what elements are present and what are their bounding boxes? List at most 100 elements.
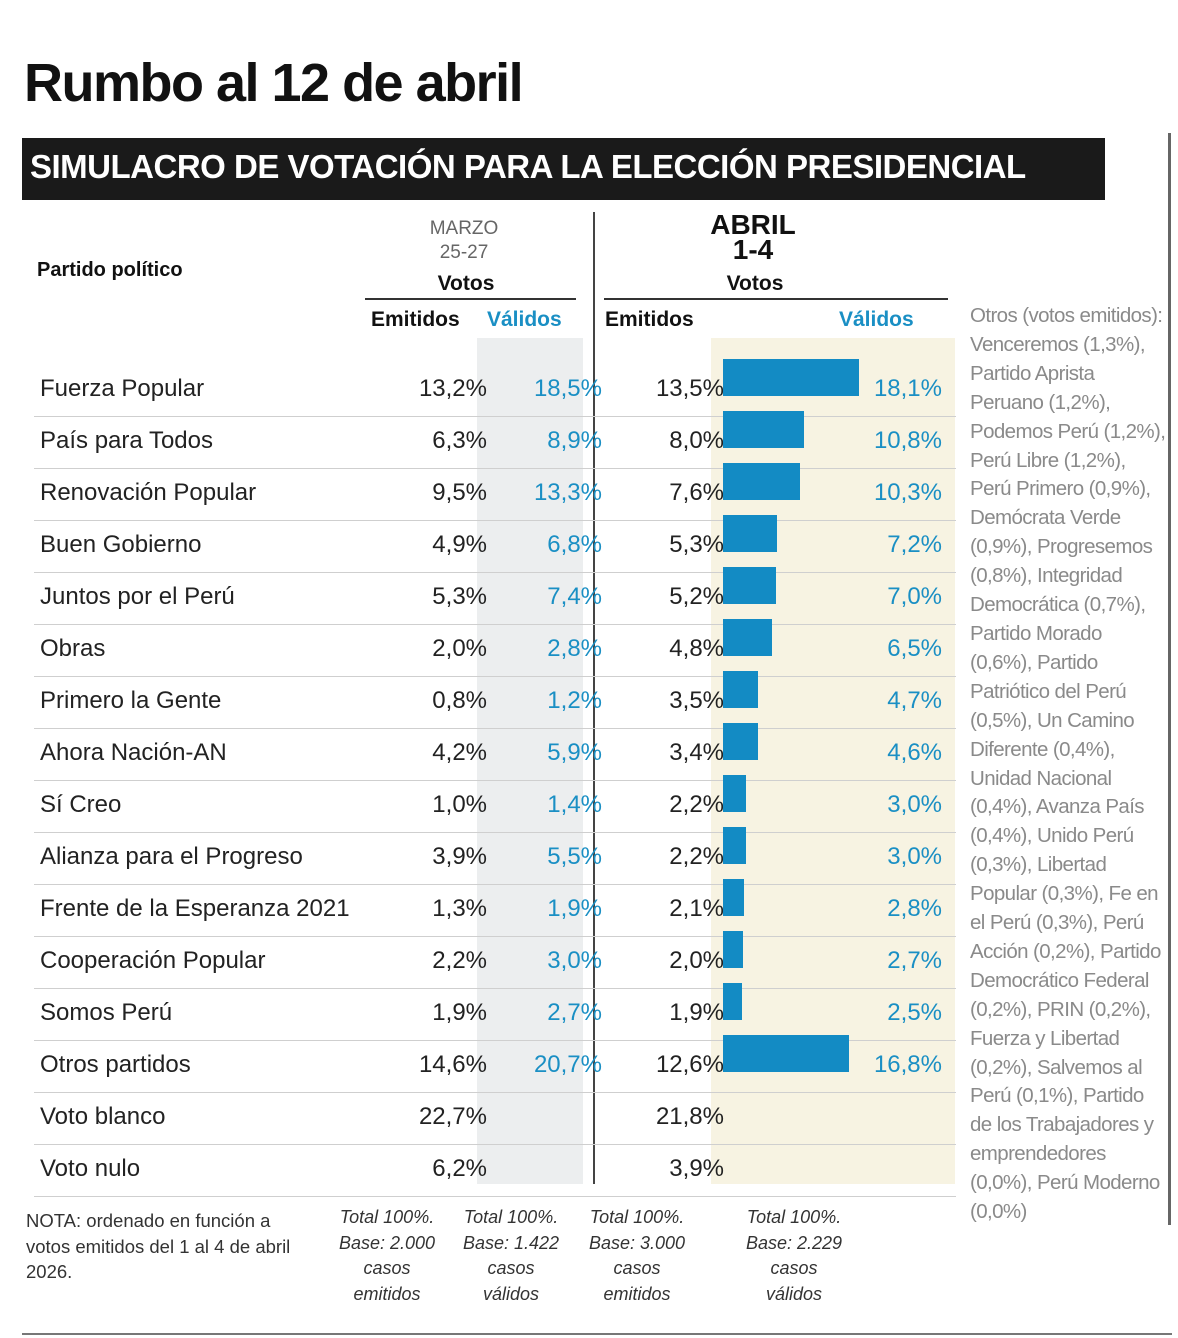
footnote-line: Total 100%. — [339, 1207, 435, 1227]
party-name: Buen Gobierno — [40, 531, 202, 558]
footnote-line: Base: 2.229 — [745, 1232, 843, 1253]
footnote-line: emitidos — [603, 1283, 671, 1304]
abril-validos-bar — [723, 879, 744, 916]
abril-votos-header: Votos — [726, 272, 784, 295]
marzo-validos-value: 2,8% — [547, 635, 602, 662]
marzo-validos-value: 1,4% — [547, 791, 602, 818]
footnote-line: Total 100%. — [463, 1207, 559, 1227]
base-footnote: Total 100%. Base: 2.229 casos válidos — [729, 1205, 859, 1307]
abril-emitidos-value: 2,1% — [669, 895, 724, 922]
others-note: Otros (votos emitidos): Venceremos (1,3%… — [970, 304, 1166, 1224]
marzo-month: MARZO — [429, 218, 499, 239]
abril-validos-value: 7,0% — [887, 583, 942, 610]
abril-emitidos-value: 12,6% — [655, 1051, 724, 1078]
table-row: Renovación Popular 9,5% 13,3% 7,6% 10,3% — [34, 463, 956, 521]
marzo-emitidos-value: 14,6% — [418, 1051, 487, 1078]
marzo-emitidos-value: 5,3% — [432, 583, 487, 610]
footnote-line: casos — [770, 1258, 818, 1278]
party-name: País para Todos — [40, 427, 214, 454]
marzo-emitidos-value: 1,3% — [432, 895, 487, 922]
party-name: Primero la Gente — [40, 687, 222, 714]
footnote-line: Base: 1.422 — [462, 1232, 560, 1253]
footnote-line: Base: 2.000 — [338, 1232, 436, 1253]
section-header: SIMULACRO DE VOTACIÓN PARA LA ELECCIÓN P… — [22, 138, 1105, 200]
table-row: Sí Creo 1,0% 1,4% 2,2% 3,0% — [34, 775, 956, 833]
abril-validos-bar — [723, 1035, 849, 1072]
party-name: Fuerza Popular — [40, 375, 205, 402]
abril-validos-bar — [723, 515, 777, 552]
party-column-header: Partido político — [37, 259, 183, 281]
marzo-validos-value: 2,7% — [547, 999, 602, 1026]
table-row: País para Todos 6,3% 8,9% 8,0% 10,8% — [34, 411, 956, 469]
abril-validos-value: 18,1% — [873, 375, 942, 402]
marzo-emitidos-value: 13,2% — [418, 375, 487, 402]
marzo-emitidos-value: 4,2% — [432, 739, 487, 766]
base-footnote: Total 100%. Base: 1.422 casos válidos — [446, 1205, 576, 1307]
party-name: Juntos por el Perú — [40, 583, 235, 610]
abril-emitidos-value: 4,8% — [669, 635, 724, 662]
marzo-emitidos-header: Emitidos — [371, 308, 460, 331]
table-row: Frente de la Esperanza 2021 1,3% 1,9% 2,… — [34, 879, 956, 937]
marzo-votos-header: Votos — [437, 272, 495, 295]
marzo-validos-value: 6,8% — [547, 531, 602, 558]
abril-validos-value: 2,8% — [887, 895, 942, 922]
abril-validos-value: 6,5% — [887, 635, 942, 662]
marzo-validos-value: 20,7% — [533, 1051, 602, 1078]
footnote-line: válidos — [482, 1283, 540, 1304]
abril-validos-value: 4,6% — [887, 739, 942, 766]
party-name: Alianza para el Progreso — [40, 843, 303, 870]
marzo-validos-value: 18,5% — [533, 375, 602, 402]
base-footnote: Total 100%. Base: 2.000 casos emitidos — [322, 1205, 452, 1307]
abril-days: 1-4 — [732, 234, 774, 265]
marzo-validos-value: 8,9% — [547, 427, 602, 454]
footnote-line: Total 100%. — [746, 1207, 842, 1227]
abril-validos-value: 2,5% — [887, 999, 942, 1026]
party-name: Frente de la Esperanza 2021 — [40, 895, 350, 922]
abril-validos-value: 2,7% — [887, 947, 942, 974]
table-row: Obras 2,0% 2,8% 4,8% 6,5% — [34, 619, 956, 677]
party-name: Renovación Popular — [40, 479, 257, 506]
abril-emitidos-value: 3,4% — [669, 739, 724, 766]
abril-month: ABRIL — [710, 209, 796, 240]
abril-validos-bar — [723, 463, 801, 500]
footnote-line: emitidos — [353, 1283, 421, 1304]
party-name: Ahora Nación-AN — [40, 739, 227, 766]
party-name: Obras — [40, 635, 106, 662]
footnote-line: casos — [613, 1258, 661, 1278]
marzo-validos-value: 5,5% — [547, 843, 602, 870]
marzo-emitidos-value: 22,7% — [418, 1103, 487, 1130]
abril-emitidos-value: 3,9% — [669, 1155, 724, 1182]
abril-emitidos-value: 8,0% — [669, 427, 724, 454]
marzo-emitidos-value: 3,9% — [432, 843, 487, 870]
abril-emitidos-value: 5,3% — [669, 531, 724, 558]
marzo-emitidos-value: 4,9% — [432, 531, 487, 558]
marzo-emitidos-value: 6,2% — [432, 1155, 487, 1182]
abril-emitidos-value: 5,2% — [669, 583, 724, 610]
abril-validos-bar — [723, 983, 742, 1020]
party-name: Otros partidos — [40, 1051, 191, 1078]
abril-validos-value: 10,3% — [873, 479, 942, 506]
abril-validos-bar — [723, 671, 759, 708]
footnote-line: casos — [487, 1258, 535, 1278]
abril-validos-header: Válidos — [839, 308, 914, 331]
abril-validos-bar — [723, 619, 772, 656]
marzo-validos-value: 3,0% — [547, 947, 602, 974]
abril-validos-value: 3,0% — [887, 843, 942, 870]
divider — [22, 1333, 1172, 1335]
abril-validos-value: 3,0% — [887, 791, 942, 818]
abril-validos-value: 16,8% — [873, 1051, 942, 1078]
marzo-validos-value: 1,9% — [547, 895, 602, 922]
abril-emitidos-value: 13,5% — [655, 375, 724, 402]
divider — [365, 298, 576, 300]
abril-validos-value: 4,7% — [887, 687, 942, 714]
abril-emitidos-value: 3,5% — [669, 687, 724, 714]
abril-emitidos-value: 21,8% — [655, 1103, 724, 1130]
abril-validos-bar — [723, 827, 746, 864]
marzo-emitidos-value: 2,2% — [432, 947, 487, 974]
footnote-line: casos — [363, 1258, 411, 1278]
marzo-validos-value: 13,3% — [533, 479, 602, 506]
party-name: Somos Perú — [40, 999, 173, 1026]
marzo-days: 25-27 — [439, 242, 489, 263]
footnote-line: Base: 3.000 — [588, 1232, 686, 1253]
sort-note: NOTA: ordenado en función a votos emitid… — [26, 1210, 291, 1282]
